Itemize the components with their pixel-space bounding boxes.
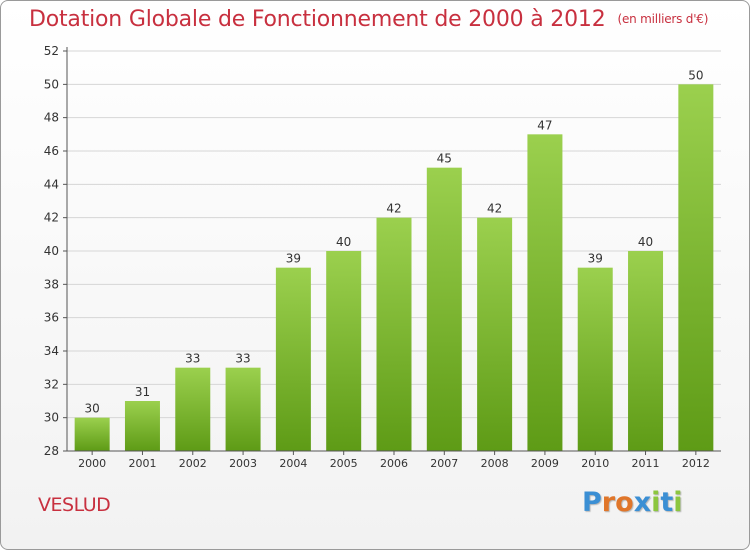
logo-letter: P xyxy=(582,487,602,518)
y-tick-label: 40 xyxy=(44,244,59,258)
x-tick-label: 2006 xyxy=(380,457,408,470)
y-axis-ticks: 28 30 32 34 36 38 40 42 44 46 48 50 52 xyxy=(44,44,67,458)
y-tick-label: 34 xyxy=(44,344,59,358)
logo-letter: t xyxy=(660,487,674,518)
y-tick-label: 50 xyxy=(44,77,59,91)
y-tick-label: 44 xyxy=(44,177,59,191)
y-tick-label: 28 xyxy=(44,444,59,458)
data-label: 39 xyxy=(286,252,301,266)
data-label: 50 xyxy=(688,68,703,82)
chart-subtitle: (en milliers d'€) xyxy=(617,12,709,26)
data-label: 45 xyxy=(437,152,452,166)
data-label: 40 xyxy=(336,235,351,249)
bar xyxy=(376,217,412,451)
y-tick-label: 36 xyxy=(44,311,59,325)
data-label: 33 xyxy=(185,352,200,366)
bar xyxy=(477,217,513,451)
bar xyxy=(275,267,311,451)
y-tick-label: 42 xyxy=(44,211,59,225)
chart-title-text: Dotation Globale de Fonctionnement de 20… xyxy=(29,7,606,32)
y-tick-label: 30 xyxy=(44,411,59,425)
x-tick-label: 2007 xyxy=(430,457,458,470)
logo-letter: x xyxy=(633,487,652,518)
bar xyxy=(74,417,110,451)
y-tick-label: 46 xyxy=(44,144,59,158)
logo-letter: r xyxy=(601,487,616,518)
logo-letter: o xyxy=(615,487,634,518)
data-label: 42 xyxy=(386,202,401,216)
data-label: 31 xyxy=(135,385,150,399)
commune-name: VESLUD xyxy=(38,494,111,516)
x-tick-label: 2005 xyxy=(330,457,358,470)
data-labels: 30 31 33 33 39 40 42 45 42 47 39 40 50 xyxy=(85,68,704,415)
y-tick-label: 48 xyxy=(44,111,59,125)
bars xyxy=(74,84,714,452)
data-label: 30 xyxy=(85,402,100,416)
x-tick-label: 2001 xyxy=(128,457,156,470)
x-tick-label: 2003 xyxy=(229,457,257,470)
x-tick-label: 2012 xyxy=(682,457,710,470)
x-tick-label: 2004 xyxy=(279,457,307,470)
data-label: 47 xyxy=(537,118,552,132)
x-tick-label: 2010 xyxy=(581,457,609,470)
bar xyxy=(527,134,563,452)
x-axis-ticks: 2000 2001 2002 2003 2004 2005 2006 2007 2008 2009… xyxy=(78,451,710,470)
bar xyxy=(628,251,664,451)
bar xyxy=(326,251,362,451)
y-tick-label: 32 xyxy=(44,377,59,391)
x-tick-label: 2008 xyxy=(481,457,509,470)
bar xyxy=(577,267,613,451)
bar xyxy=(225,367,261,451)
data-label: 42 xyxy=(487,202,502,216)
y-tick-label: 38 xyxy=(44,277,59,291)
data-label: 33 xyxy=(235,352,250,366)
x-tick-label: 2002 xyxy=(179,457,207,470)
logo-letter: i xyxy=(673,487,683,518)
bar xyxy=(175,367,211,451)
bar xyxy=(124,401,160,451)
bar xyxy=(426,167,462,451)
x-tick-label: 2009 xyxy=(531,457,559,470)
proxiti-logo: Proxiti xyxy=(582,487,683,518)
chart-title: Dotation Globale de Fonctionnement de 20… xyxy=(29,7,708,32)
data-label: 40 xyxy=(638,235,653,249)
logo-letter: i xyxy=(651,487,661,518)
x-tick-label: 2011 xyxy=(632,457,660,470)
y-tick-label: 52 xyxy=(44,44,59,58)
bar xyxy=(678,84,714,451)
x-tick-label: 2000 xyxy=(78,457,106,470)
data-label: 39 xyxy=(588,252,603,266)
